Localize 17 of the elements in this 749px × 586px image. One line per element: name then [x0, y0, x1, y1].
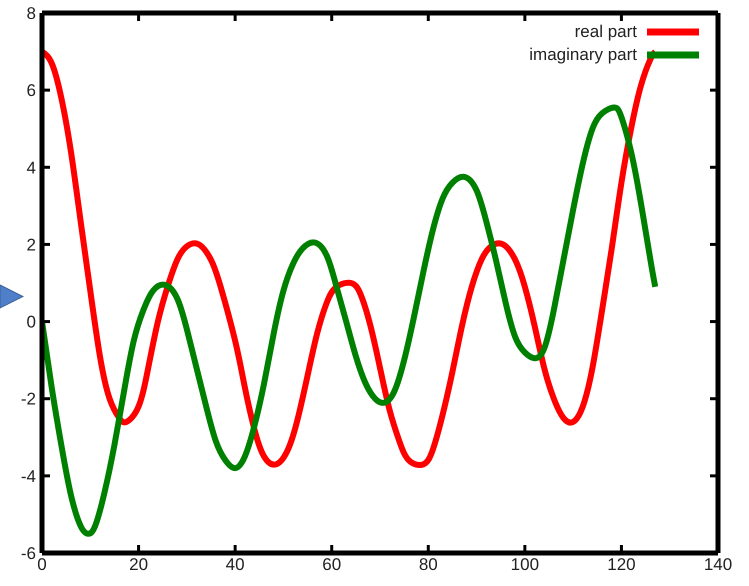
x-tick-label: 140 [704, 555, 732, 574]
y-tick-label: 2 [26, 235, 36, 254]
legend-label: imaginary part [529, 44, 637, 64]
x-tick-label: 60 [322, 555, 342, 574]
x-tick-label: 100 [510, 555, 540, 574]
y-tick-label: 0 [26, 312, 36, 332]
x-tick-label: 40 [226, 555, 245, 574]
x-tick-label: 80 [418, 555, 438, 574]
y-tick-label: 4 [26, 158, 36, 178]
legend-label: real part [574, 22, 637, 42]
y-tick-label: 6 [26, 81, 36, 100]
x-tick-label: 120 [607, 555, 636, 574]
y-tick-label: 8 [26, 4, 36, 24]
y-tick-label: -4 [20, 466, 36, 486]
x-tick-label: 20 [129, 555, 148, 574]
y-tick-label: -6 [20, 544, 36, 564]
y-tick-label: -2 [20, 390, 36, 409]
